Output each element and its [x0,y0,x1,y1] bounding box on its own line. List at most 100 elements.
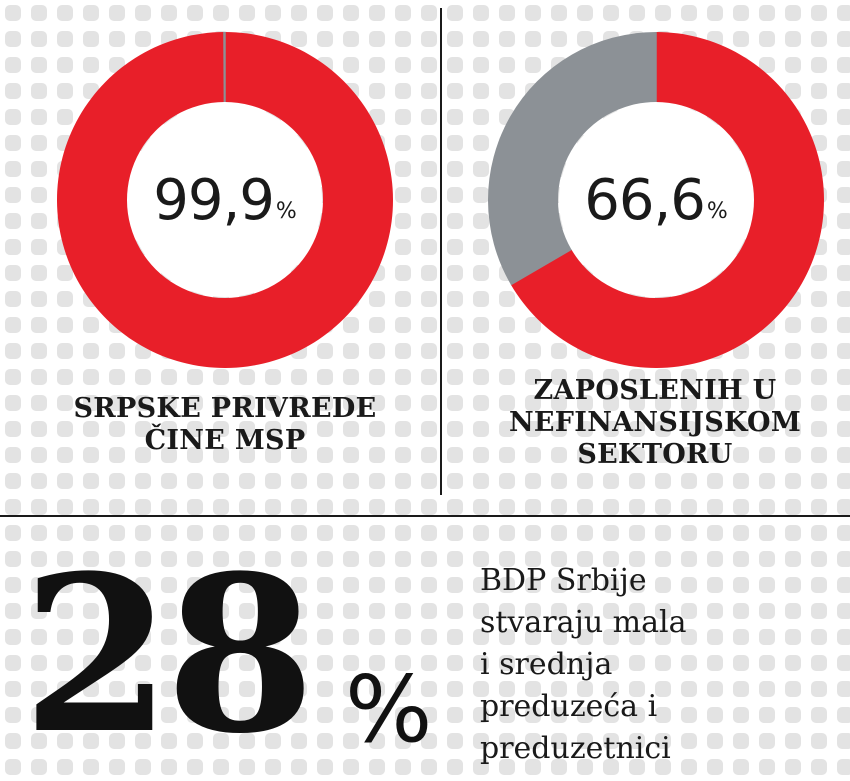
pattern-dot [31,31,47,47]
pattern-dot [83,5,99,21]
pattern-dot [265,473,281,489]
pattern-dot [811,759,827,775]
pattern-dot [499,525,515,541]
pattern-dot [733,603,749,619]
pattern-dot [135,499,151,515]
pattern-dot [83,369,99,385]
pattern-dot [265,369,281,385]
pattern-dot [707,733,723,749]
pattern-dot [5,421,21,437]
pattern-dot [473,499,489,515]
pattern-dot [473,473,489,489]
pattern-dot [759,499,775,515]
pattern-dot [837,551,850,567]
pattern-dot [551,499,567,515]
donut-center-label: 99,9 % [55,30,395,370]
pattern-dot [317,655,333,671]
pattern-dot [447,83,463,99]
pattern-dot [837,57,850,73]
pattern-dot [785,473,801,489]
pattern-dot [785,655,801,671]
pattern-dot [785,577,801,593]
pattern-dot [213,369,229,385]
pattern-dot [759,629,775,645]
pattern-dot [343,525,359,541]
pattern-dot [421,473,437,489]
pattern-dot [31,83,47,99]
pattern-dot [785,499,801,515]
pattern-dot [135,5,151,21]
pattern-dot [811,707,827,723]
pattern-dot [5,135,21,151]
pattern-dot [707,681,723,697]
pattern-dot [577,499,593,515]
pattern-dot [447,499,463,515]
pattern-dot [369,603,385,619]
pattern-dot [707,629,723,645]
pattern-dot [343,603,359,619]
pattern-dot [5,31,21,47]
pattern-dot [5,265,21,281]
pattern-dot [291,5,307,21]
pattern-dot [447,239,463,255]
pattern-dot [837,135,850,151]
pattern-dot [837,31,850,47]
pattern-dot [317,629,333,645]
pattern-dot [837,629,850,645]
pattern-dot [525,499,541,515]
pattern-dot [447,733,463,749]
pattern-dot [707,759,723,775]
pattern-dot [395,603,411,619]
pattern-dot [447,265,463,281]
pattern-dot [5,395,21,411]
pattern-dot [369,629,385,645]
pattern-dot [551,525,567,541]
pattern-dot [421,5,437,21]
pattern-dot [395,187,411,203]
pattern-dot [733,759,749,775]
pattern-dot [655,473,671,489]
pattern-dot [57,369,73,385]
pattern-dot [5,109,21,125]
pattern-dot [395,629,411,645]
pattern-dot [31,265,47,281]
pattern-dot [733,5,749,21]
pattern-dot [31,187,47,203]
pattern-dot [369,369,385,385]
pattern-dot [733,525,749,541]
pattern-dot [811,551,827,567]
pattern-dot [317,759,333,775]
pattern-dot [395,551,411,567]
pattern-dot [31,369,47,385]
pattern-dot [733,655,749,671]
pattern-dot [447,603,463,619]
pattern-dot [681,525,697,541]
pattern-dot [317,707,333,723]
pattern-dot [317,369,333,385]
pattern-dot [5,473,21,489]
gdp-share-value: 28 [22,540,309,770]
pattern-dot [5,83,21,99]
pattern-dot [213,473,229,489]
pattern-dot [213,5,229,21]
pattern-dot [785,681,801,697]
pattern-dot [317,733,333,749]
pattern-dot [31,135,47,151]
pattern-dot [525,525,541,541]
pattern-dot [811,629,827,645]
pattern-dot [5,707,21,723]
pattern-dot [5,447,21,463]
pattern-dot [811,5,827,21]
pattern-dot [811,655,827,671]
pattern-dot [5,681,21,697]
pattern-dot [811,603,827,619]
pattern-dot [369,499,385,515]
pattern-dot [785,5,801,21]
pattern-dot [837,317,850,333]
pattern-dot [395,265,411,281]
pattern-dot [421,499,437,515]
pattern-dot [187,5,203,21]
description-line: preduzetnici [480,728,686,770]
pattern-dot [421,213,437,229]
pattern-dot [447,109,463,125]
